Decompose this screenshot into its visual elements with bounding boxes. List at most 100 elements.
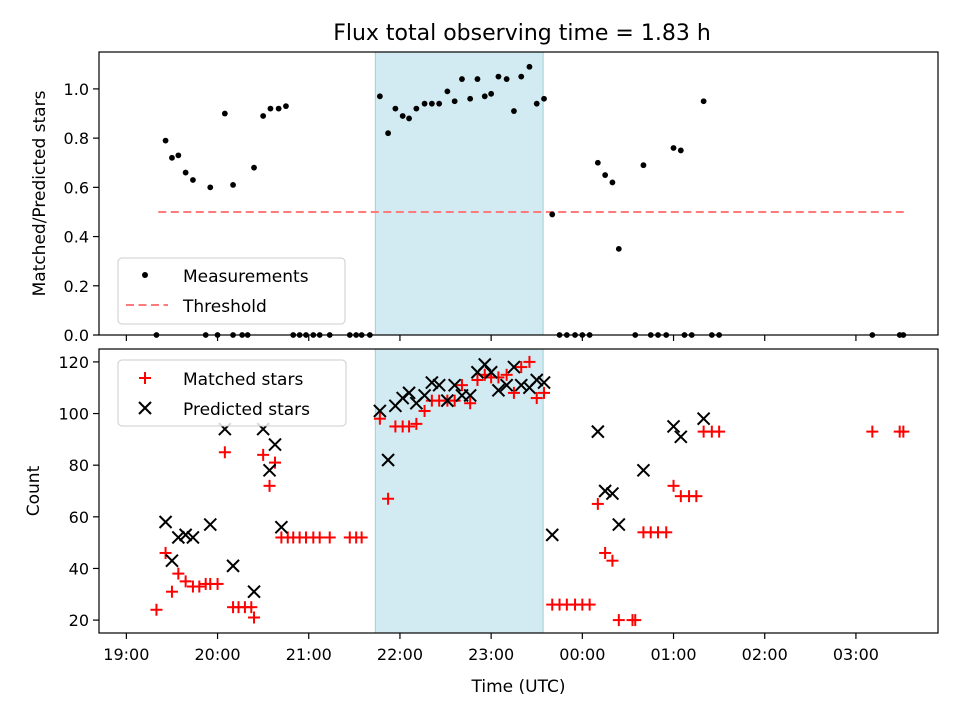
count-panel: 20 40 60 80 100 120 19:00 20:00 21:00 22:00 23:00… (24, 348, 939, 697)
x-tick-label: 20:00 (194, 645, 240, 664)
x-axis-label: Time (UTC) (471, 677, 566, 697)
matched-stars-series (150, 355, 910, 627)
predicted-star-point (158, 515, 173, 529)
measurement-point (541, 95, 547, 102)
legend: Matched stars Predicted stars (117, 359, 347, 427)
legend-predicted-marker (138, 401, 152, 415)
x-tick-label: 02:00 (742, 645, 788, 664)
measurement-point (399, 113, 406, 119)
y-tick-label: 80 (69, 456, 89, 475)
measurement-point (190, 177, 196, 183)
matched-star-point (538, 386, 551, 399)
measurement-point (221, 110, 228, 117)
predicted-star-point (440, 393, 455, 408)
measurement-point (207, 184, 214, 191)
measurement-point (451, 98, 458, 105)
plot-frame (98, 51, 939, 336)
matched-star-point (866, 425, 879, 438)
predicted-star-point (226, 559, 240, 573)
measurement-point (526, 63, 533, 70)
matched-star-point (667, 479, 680, 492)
legend-threshold-label: Threshold (182, 297, 267, 317)
matched-star-point (530, 392, 543, 405)
matched-star-point (248, 611, 261, 624)
predicted-star-point (447, 378, 462, 392)
matched-star-point (150, 603, 163, 616)
matched-star-point (263, 479, 276, 492)
measurement-point (474, 76, 481, 82)
matched-star-point (660, 526, 673, 539)
measurement-point (406, 115, 412, 122)
predicted-star-point (491, 383, 506, 398)
predicted-star-point (507, 360, 521, 374)
matched-star-point (583, 598, 596, 611)
measurement-point (488, 90, 495, 97)
y-tick-label: 0.8 (64, 129, 89, 148)
predicted-star-point (432, 378, 446, 392)
predicted-star-point (463, 388, 477, 403)
matched-star-point (418, 404, 431, 417)
y-tick-label: 40 (69, 559, 89, 578)
y-tick-label: 60 (69, 508, 89, 527)
measurement-point (182, 169, 189, 176)
y-tick-label: 0.4 (64, 228, 89, 247)
measurement-point (503, 76, 510, 82)
measurements-series (153, 63, 907, 338)
predicted-star-point (591, 424, 605, 439)
measurement-point (260, 113, 267, 119)
predicted-star-point (268, 437, 282, 452)
legend-matched-label: Matched stars (183, 370, 303, 390)
matched-star-point (713, 425, 726, 438)
predicted-star-point (247, 584, 261, 599)
matched-star-point (245, 601, 258, 614)
matched-star-point (410, 417, 423, 430)
matched-star-point (591, 497, 604, 510)
measurement-point (251, 164, 257, 171)
matched-star-point (269, 456, 282, 469)
measurement-point (511, 108, 517, 114)
matched-star-point (323, 531, 336, 544)
y-tick-label: 120 (58, 353, 89, 372)
measurement-point (533, 100, 540, 107)
predicted-star-point (514, 378, 528, 392)
matched-star-point (523, 355, 536, 368)
measurement-point (677, 147, 684, 154)
predicted-star-point (402, 386, 416, 400)
x-axis-ticks: 19:00 20:00 21:00 22:00 23:00 00:00 01:00 02:00… (103, 633, 879, 664)
legend: Measurements Threshold (117, 257, 346, 325)
ratio-panel: 0.0 0.2 0.4 0.6 0.8 1.0 Matched/Predicted sta… (30, 51, 939, 345)
predicted-star-point (530, 373, 544, 387)
matched-star-point (373, 412, 386, 425)
measurement-point (549, 211, 556, 218)
y-axis-ticks: 20 40 60 80 100 120 (58, 353, 99, 630)
measurement-point (162, 137, 169, 144)
matched-star-point (492, 371, 505, 384)
measurement-point (267, 105, 274, 112)
measurement-point (481, 93, 488, 100)
measurement-point (700, 98, 707, 105)
shaded-interval (374, 51, 544, 336)
measurement-point (428, 100, 435, 107)
y-axis-label: Matched/Predicted stars (30, 90, 50, 296)
predicted-star-point (674, 430, 688, 444)
x-tick-label: 22:00 (377, 645, 423, 664)
matched-star-point (612, 614, 625, 627)
measurement-point (169, 154, 175, 161)
plot-frame (98, 348, 939, 634)
measurement-point (392, 105, 399, 112)
matched-star-point (159, 546, 172, 559)
y-tick-label: 0.0 (64, 326, 89, 345)
y-axis-label: Count (24, 465, 44, 516)
predicted-star-point (381, 453, 395, 467)
matched-star-point (515, 361, 528, 374)
y-axis-ticks: 0.0 0.2 0.4 0.6 0.8 1.0 (64, 80, 99, 345)
predicted-star-point (545, 528, 559, 542)
matched-star-point (500, 368, 513, 381)
legend-predicted-label: Predicted stars (183, 400, 310, 420)
predicted-star-point (537, 375, 551, 390)
measurement-point (594, 159, 601, 166)
matched-star-point (218, 446, 231, 459)
predicted-star-point (262, 463, 277, 478)
measurement-point (421, 100, 428, 107)
measurement-point (413, 105, 420, 112)
